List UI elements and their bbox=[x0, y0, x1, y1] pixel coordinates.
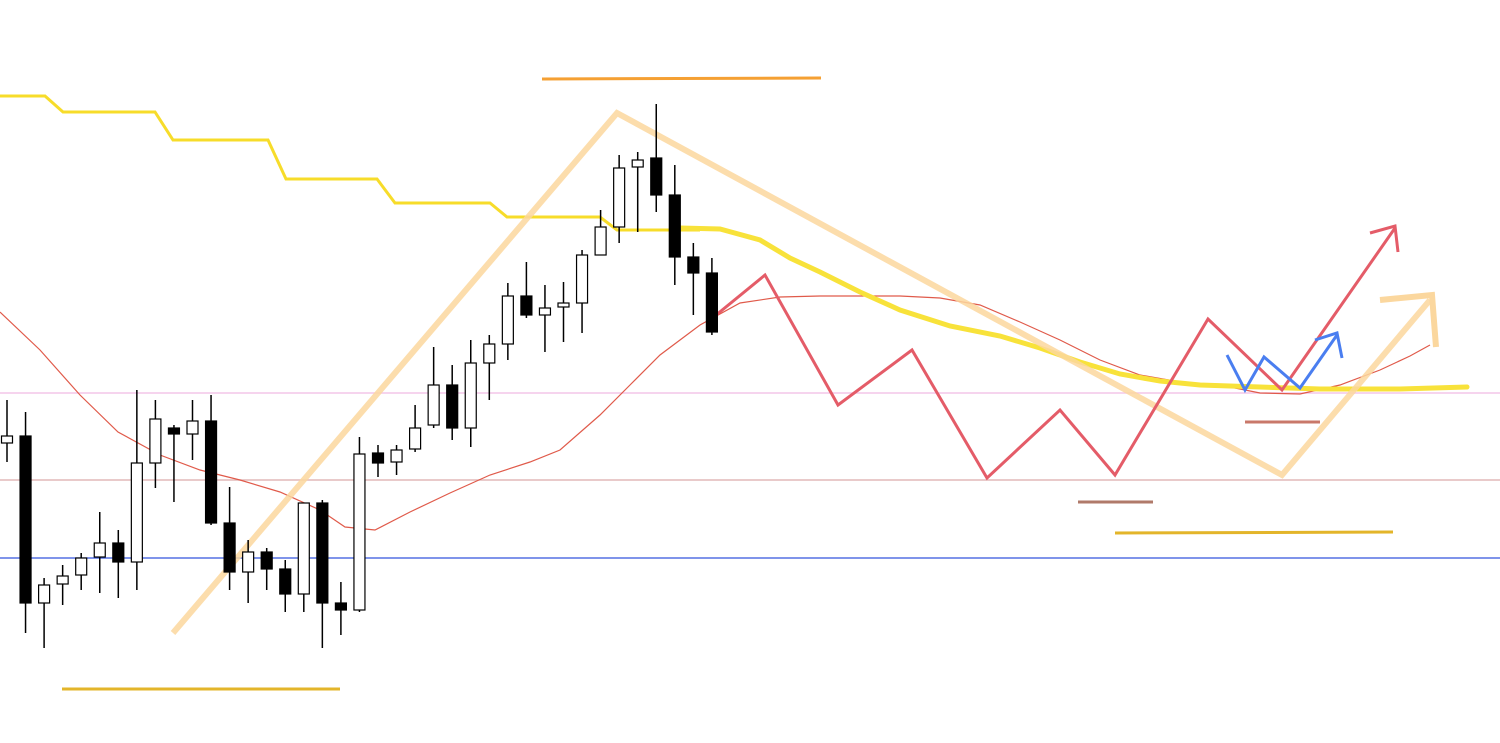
small-wave-blue bbox=[1225, 334, 1339, 394]
candle-bearish bbox=[650, 157, 663, 196]
candle-bullish bbox=[242, 551, 255, 573]
candle-bullish bbox=[409, 427, 422, 450]
candle-bearish bbox=[520, 295, 533, 316]
candle-bearish bbox=[687, 256, 700, 274]
candle-bullish bbox=[297, 502, 310, 595]
candle-bullish bbox=[93, 542, 106, 558]
zigzag-arrowhead-red bbox=[1369, 224, 1400, 253]
candle-bullish bbox=[186, 420, 199, 435]
candle-bullish bbox=[483, 343, 496, 364]
candle-bearish bbox=[204, 420, 218, 524]
zigzag-scenario bbox=[709, 227, 1397, 481]
large-wave-annotation bbox=[170, 109, 1433, 635]
candle-bullish bbox=[631, 159, 644, 168]
candle-bullish bbox=[575, 254, 589, 304]
candle-bullish bbox=[56, 575, 69, 585]
candle-bearish bbox=[260, 551, 273, 570]
moving-average-yellow-thick bbox=[677, 225, 1470, 392]
large-wave-arrowhead bbox=[1379, 291, 1439, 348]
candle-bearish bbox=[668, 194, 681, 258]
candle-bullish bbox=[538, 307, 552, 316]
candle-bearish bbox=[279, 568, 292, 595]
candle-bullish bbox=[37, 584, 51, 604]
candle-bearish bbox=[19, 435, 32, 604]
candles bbox=[0, 104, 719, 648]
blue-arrowhead bbox=[1314, 331, 1344, 359]
candle-bearish bbox=[316, 502, 329, 604]
candle-bullish bbox=[130, 462, 143, 563]
candle-bullish bbox=[149, 418, 162, 464]
gold-support-line-right bbox=[1114, 530, 1394, 535]
candle-bullish bbox=[353, 453, 366, 611]
candle-bearish bbox=[705, 272, 719, 333]
candle-bullish bbox=[75, 557, 88, 576]
candle-bullish bbox=[501, 295, 514, 345]
step-line-indicator bbox=[0, 94, 700, 232]
candle-bearish bbox=[167, 427, 181, 435]
candle-bullish bbox=[464, 362, 477, 429]
candle-bullish bbox=[557, 302, 570, 308]
candle-bearish bbox=[223, 522, 236, 573]
candle-bullish bbox=[390, 449, 403, 463]
candle-bullish bbox=[613, 167, 626, 228]
candle-bullish bbox=[427, 384, 440, 426]
candle-bullish bbox=[594, 226, 607, 256]
candle-bearish bbox=[371, 452, 385, 464]
orange-resistance-line bbox=[541, 76, 822, 81]
candle-bearish bbox=[334, 602, 347, 611]
candle-bearish bbox=[446, 384, 459, 429]
candle-bullish bbox=[0, 435, 14, 444]
candle-bearish bbox=[112, 542, 125, 563]
